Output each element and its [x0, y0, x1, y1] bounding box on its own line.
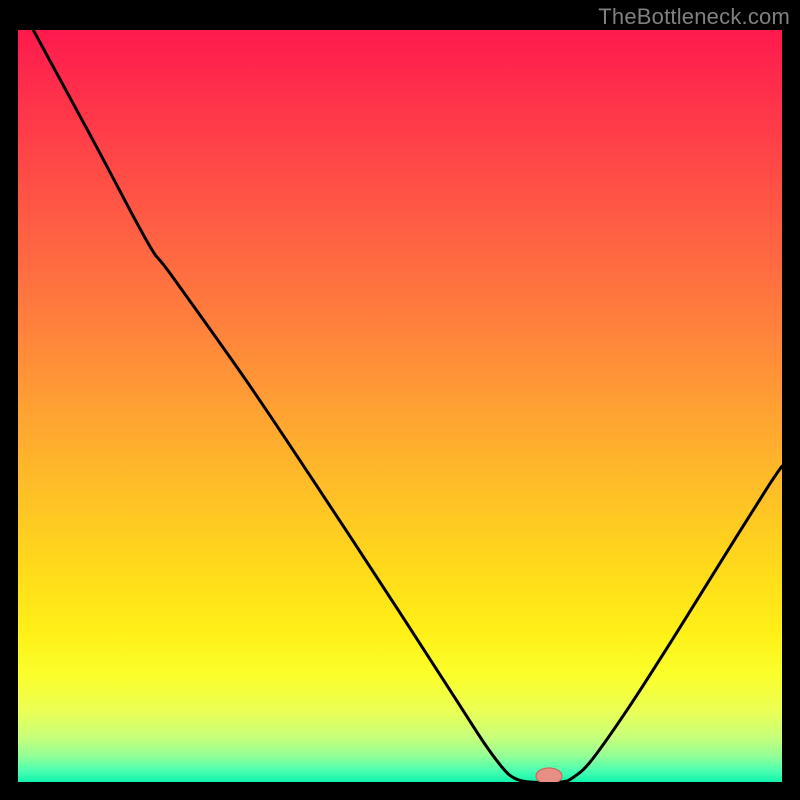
plot-area — [18, 30, 782, 782]
watermark-text: TheBottleneck.com — [598, 4, 790, 30]
gradient-background — [18, 30, 782, 782]
optimal-point-marker — [536, 768, 562, 782]
chart-svg — [18, 30, 782, 782]
